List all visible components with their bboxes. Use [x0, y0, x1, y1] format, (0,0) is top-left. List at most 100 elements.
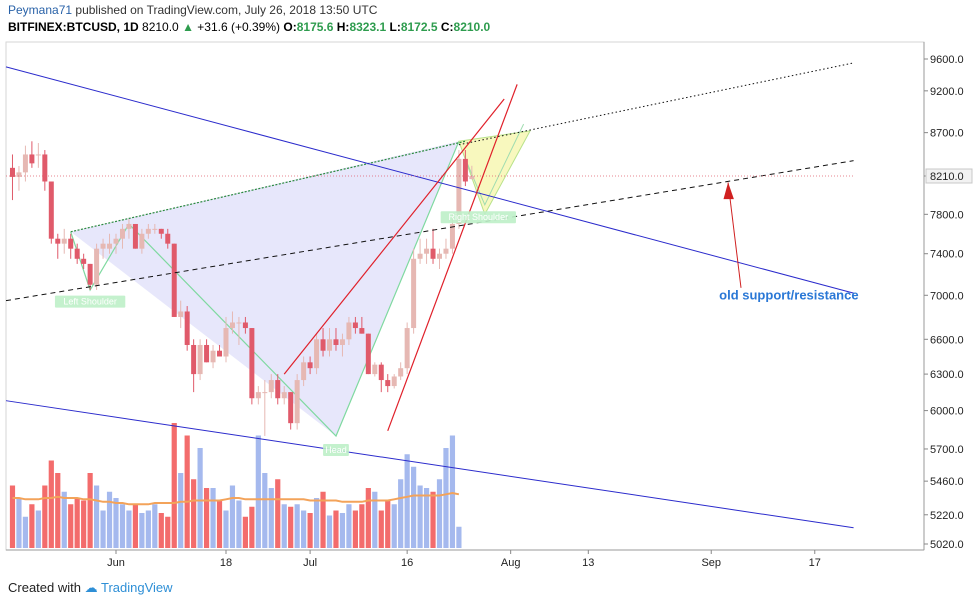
candle-body	[249, 328, 255, 399]
candle-body	[462, 158, 468, 182]
candle-body	[145, 228, 151, 234]
price-tick-label: 6300.0	[930, 369, 964, 381]
candle-body	[255, 392, 261, 399]
author-name[interactable]: Peymana71	[8, 3, 73, 17]
volume-bar	[184, 435, 190, 548]
price-tick-label: 5020.0	[930, 539, 964, 551]
volume-bar	[152, 504, 158, 548]
volume-bar	[210, 488, 216, 548]
pattern-shapes	[70, 123, 532, 438]
volume-bar	[281, 504, 287, 548]
candle-body	[171, 243, 177, 317]
published-text: published on TradingView.com, July 26, 2…	[75, 3, 378, 17]
candle-body	[365, 333, 371, 375]
volume-bar	[203, 488, 210, 548]
close-value: 8210.0	[453, 20, 491, 34]
red-channel-upper	[283, 98, 505, 375]
volume-bar	[93, 485, 100, 548]
volume-bar	[372, 491, 378, 548]
volume-bar	[249, 506, 255, 548]
candle-body	[320, 339, 326, 351]
price-tick-label: 7800.0	[930, 209, 964, 221]
volume-bar	[106, 491, 113, 548]
time-tick-label: 18	[220, 557, 232, 569]
symbol-label: BITFINEX:BTCUSD, 1D	[8, 20, 139, 34]
candle-body	[437, 253, 442, 259]
candle-body	[119, 228, 125, 239]
price-tick-label: 5220.0	[930, 510, 964, 522]
volume-bar	[294, 504, 300, 548]
dashed-support-line	[5, 160, 854, 302]
candle-body	[178, 311, 184, 317]
candle-body	[29, 154, 35, 164]
red-channel-lower	[387, 84, 518, 432]
high-label: H:	[336, 20, 350, 34]
volume-bar	[236, 500, 242, 548]
time-tick-label: Jul	[303, 557, 317, 569]
price-tick-label: 6600.0	[930, 334, 964, 346]
candle-body	[430, 248, 436, 259]
volume-bar	[165, 516, 171, 548]
candle-body	[22, 154, 28, 173]
arrow-head-icon	[723, 182, 734, 200]
volume-bar	[223, 510, 229, 548]
time-axis: Jun 18 Jul 16 Aug 13 Sep 17	[107, 550, 821, 569]
volume-bar	[16, 498, 22, 548]
volume-bar	[68, 504, 74, 548]
time-tick-label: Jun	[107, 557, 125, 569]
candle-body	[94, 248, 100, 285]
volume-bar	[158, 513, 164, 548]
candle-body	[16, 172, 22, 177]
footer: Created with ☁ TradingView	[8, 580, 173, 596]
candle-body	[294, 380, 300, 424]
volume-bar	[288, 506, 294, 548]
volume-bar	[242, 516, 248, 548]
close-label: C:	[440, 20, 454, 34]
candle-body	[197, 344, 203, 375]
volume-bar	[365, 488, 371, 548]
volume-bar	[417, 485, 423, 548]
time-tick-label: Aug	[501, 557, 521, 569]
price-tick-label: 8210.0	[930, 171, 964, 183]
last-price-badge	[925, 168, 973, 184]
candle-body	[113, 238, 119, 244]
annotation-label: Right Shoulder	[449, 212, 509, 222]
volume-ma-line	[12, 491, 460, 506]
candle-body	[217, 350, 223, 357]
price-axis: 9600.0 9200.0 8700.0 8210.0 7800.0 7400.0 7000…	[924, 54, 973, 551]
candle-body	[456, 158, 462, 224]
volume-bar	[100, 510, 106, 548]
candle-body	[352, 322, 358, 329]
volume-bar	[132, 504, 139, 548]
upper-blue-trendline	[5, 66, 854, 294]
candle-body	[236, 322, 242, 324]
candle-body	[210, 350, 216, 363]
volume-bar	[126, 510, 132, 548]
volume-bar	[216, 500, 223, 548]
volume-bar	[391, 504, 397, 548]
volume-bar	[307, 513, 313, 548]
volume-bar	[171, 423, 177, 548]
time-tick-label: 17	[809, 557, 821, 569]
candle-body	[242, 322, 248, 329]
candle-body	[333, 339, 339, 345]
candle-body	[87, 263, 93, 285]
volume-bar	[333, 510, 339, 548]
candle-body	[158, 228, 164, 234]
candle-body	[191, 344, 197, 375]
symbol-info: BITFINEX:BTCUSD, 1D 8210.0 ▲ +31.6 (+0.3…	[8, 20, 490, 34]
candle-body	[165, 233, 171, 244]
candle-body	[424, 248, 430, 254]
annotation-label-bg	[323, 443, 349, 456]
volume-bar	[145, 510, 151, 548]
volume-bar	[411, 466, 417, 548]
candle-body	[55, 238, 61, 244]
candle-body	[74, 248, 80, 259]
volume-bar	[385, 500, 391, 548]
candle-body	[327, 339, 333, 351]
annotation-layer: Left Shoulder Head Right Shoulder old suppo…	[54, 211, 859, 456]
tradingview-link[interactable]: TradingView	[101, 580, 173, 595]
price-tick-label: 5700.0	[930, 444, 964, 456]
chart-header: Peymana71 published on TradingView.com, …	[8, 3, 377, 17]
